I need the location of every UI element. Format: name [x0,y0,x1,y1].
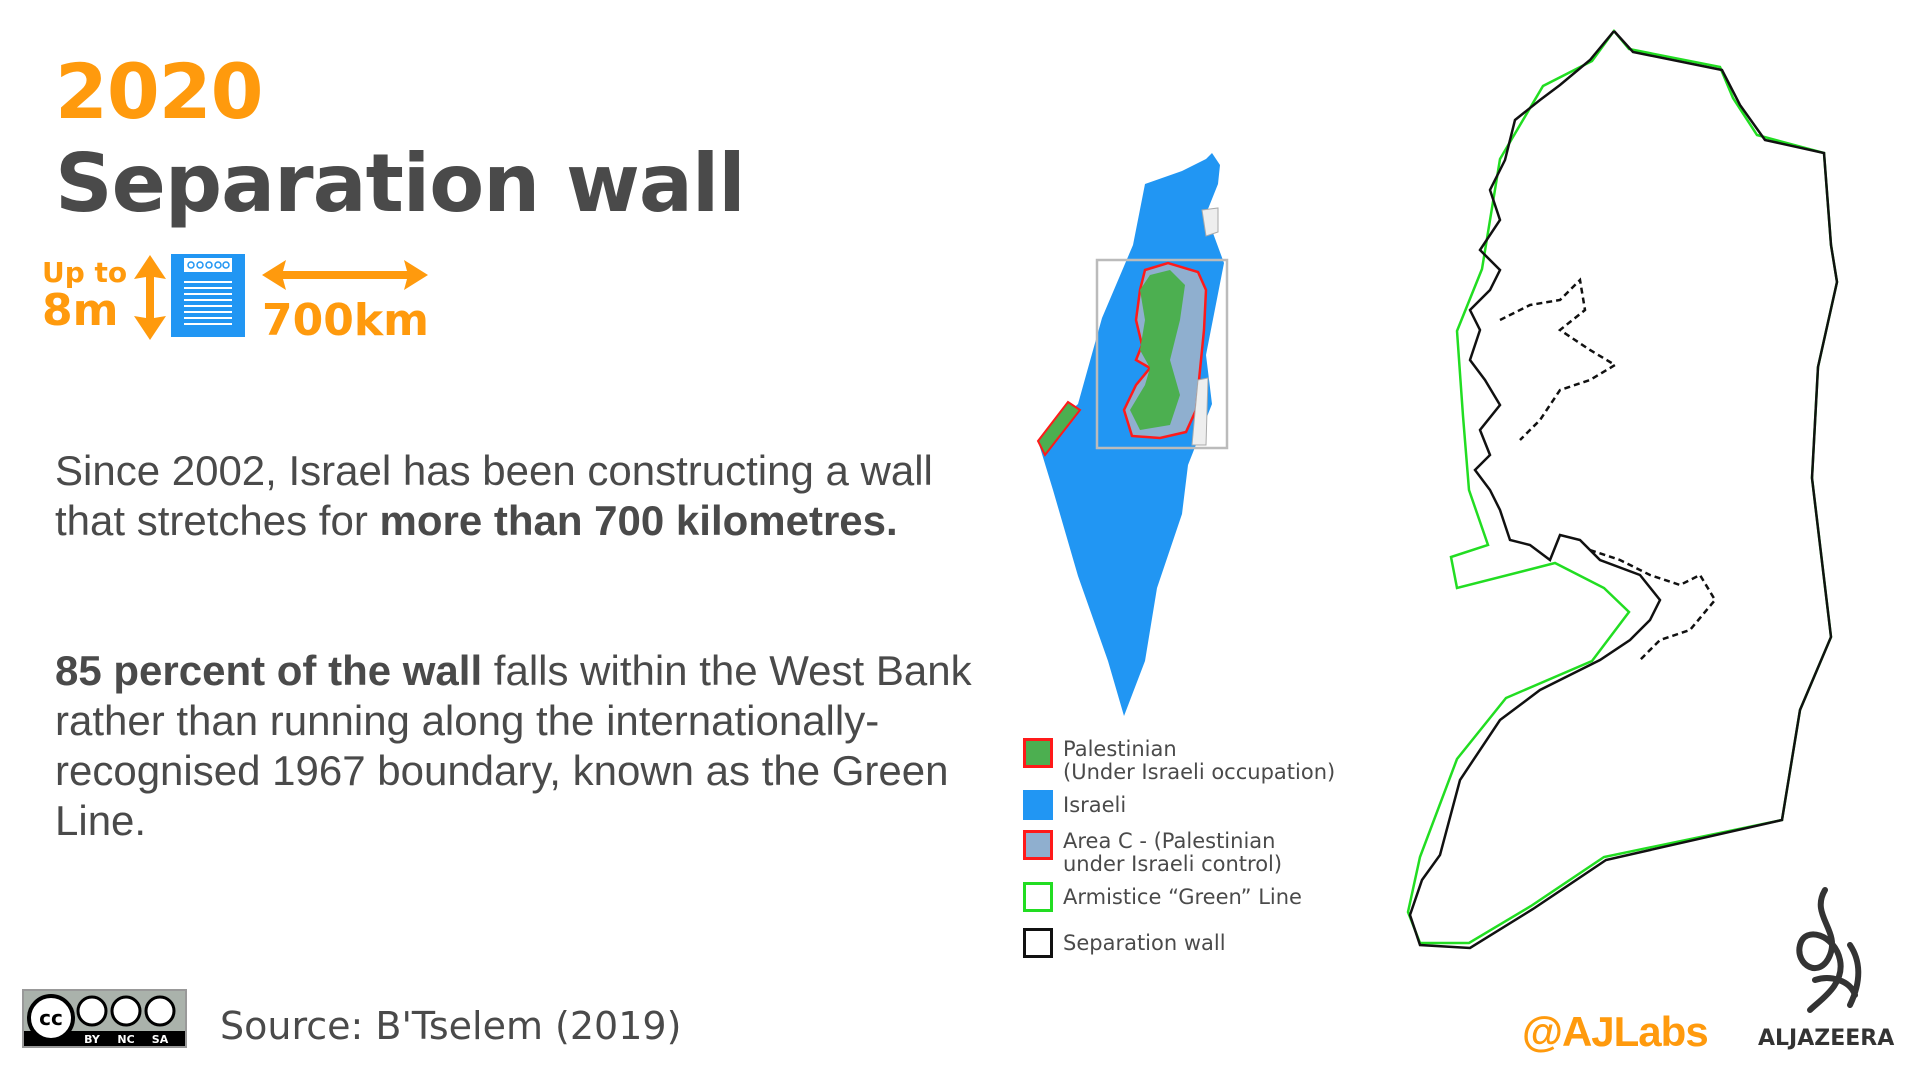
year-heading: 2020 [55,47,264,136]
intro-highlight: more than 700 kilometres. [379,497,898,544]
legend-swatch [1023,830,1053,860]
aljazeera-logo-icon [1796,887,1862,1013]
legend-label: Separation wall [1063,931,1226,955]
legend-swatch [1023,882,1053,912]
legend-separation-wall: Separation wall [1023,928,1226,958]
svg-text:BY: BY [84,1033,101,1046]
intro-text: Since 2002, Israel has been constructing… [55,447,933,544]
height-label: Up to [42,256,128,289]
legend-swatch [1023,738,1053,768]
wall-length: 700km [262,295,429,346]
inset-box [1095,258,1229,450]
svg-text:SA: SA [152,1033,169,1046]
detail-paragraph: 85 percent of the wall falls within the … [55,646,1005,846]
svg-text:NC: NC [117,1033,134,1046]
height-value: 8m [42,285,119,336]
cc-license-badge: cc BY NC SA [22,989,187,1048]
wall-height: Up to 8m [42,258,127,334]
dead-sea [1191,377,1209,446]
intro-paragraph: Since 2002, Israel has been constructing… [55,446,1005,546]
west-bank-palestinian [1130,270,1185,430]
svg-text:cc: cc [39,1006,63,1030]
golan-heights [1201,207,1219,237]
wall-planned [1499,277,1618,441]
detail-highlight: 85 percent of the wall [55,647,483,694]
legend-sublabel: (Under Israeli occupation) [1063,760,1336,784]
legend-sublabel: under Israeli control) [1063,852,1283,876]
legend-label: Palestinian [1063,737,1177,761]
legend-green-line: Armistice “Green” Line [1023,882,1302,912]
legend-israeli: Israeli [1023,790,1126,820]
legend-label: Israeli [1063,793,1127,817]
legend-swatch [1023,928,1053,958]
gaza-strip [1036,400,1082,457]
green-line [1406,28,1839,945]
separation-wall [1408,30,1839,950]
page-title: Separation wall [55,137,746,230]
aljazeera-wordmark: ALJAZEERA [1758,1026,1895,1051]
wall-icon [171,254,245,337]
legend-swatch [1023,790,1053,820]
ajlabs-handle: @AJLabs [1522,1008,1709,1055]
horizontal-arrow-icon [262,260,428,290]
legend-area-c: Area C - (Palestinian under Israeli contr… [1023,830,1282,876]
detail-text: falls within the West Bank rather than r… [55,647,972,844]
source-credit: Source: B'Tselem (2019) [220,1004,682,1048]
vertical-arrow-icon [134,255,166,340]
legend-label: Armistice “Green” Line [1063,885,1302,909]
cc-by-nc-sa-icon: cc BY NC SA [24,991,185,1046]
wall-planned-south [1589,548,1717,661]
legend-label: Area C - (Palestinian [1063,829,1276,853]
legend-palestinian: Palestinian (Under Israeli occupation) [1023,738,1335,784]
